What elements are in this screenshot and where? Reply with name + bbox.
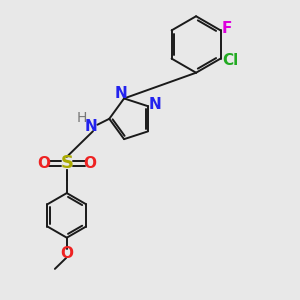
Text: H: H <box>76 111 87 125</box>
Text: N: N <box>85 119 98 134</box>
Text: O: O <box>60 246 73 261</box>
Text: N: N <box>115 85 128 100</box>
Text: O: O <box>38 156 50 171</box>
Text: N: N <box>148 97 161 112</box>
Text: F: F <box>222 21 232 36</box>
Text: S: S <box>60 154 73 172</box>
Text: Cl: Cl <box>222 53 238 68</box>
Text: O: O <box>83 156 96 171</box>
